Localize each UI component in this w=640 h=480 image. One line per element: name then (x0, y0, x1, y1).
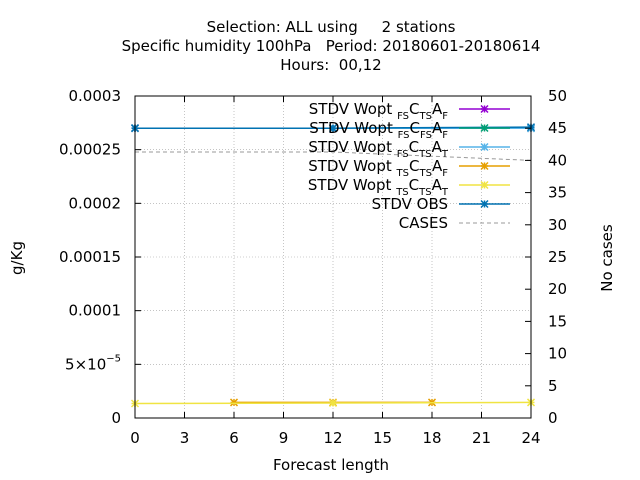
legend-label: STDV Wopt TSCTSAT (308, 176, 449, 198)
data-point (328, 398, 338, 408)
y-tick-label: 0.0003 (69, 87, 122, 105)
y-tick-label: 0.0001 (69, 302, 122, 320)
ticks: 0 3 6 9 12 15 18 21 24 0 5×10−5 0.0001 0.00015 0.0002… (59, 87, 567, 447)
legend-swatch-marker (480, 142, 489, 152)
legend-label: STDV OBS (372, 195, 448, 213)
y-tick-label: 0 (111, 409, 121, 427)
y2-tick-label: 45 (548, 119, 567, 137)
x-tick-label: 12 (323, 429, 342, 447)
legend-entry: STDV Wopt TSCTSAT (308, 176, 510, 198)
data-point (229, 398, 239, 407)
legend-swatch-marker (480, 104, 489, 114)
x-tick-label: 0 (130, 429, 140, 447)
y2-tick-label: 25 (548, 248, 567, 266)
titles: Selection: ALL using 2 stations Specific… (8, 18, 616, 474)
legend-entry: CASES (399, 214, 510, 232)
series-line (135, 151, 532, 161)
chart-title-line-3: Hours: 00,12 (280, 56, 381, 74)
legend-swatch-marker (480, 180, 489, 190)
legend-entry: STDV Wopt FSCFSAF (309, 119, 510, 141)
y-tick-label: 0.00025 (59, 141, 121, 159)
x-tick-label: 9 (279, 429, 289, 447)
y2-tick-label: 0 (548, 409, 558, 427)
legend-swatch-marker (480, 161, 489, 171)
y2-tick-label: 40 (548, 151, 567, 169)
legend-entry: STDV Wopt FSCTSAT (308, 138, 510, 160)
chart-title-line-1: Selection: ALL using 2 stations (207, 18, 456, 36)
y-tick-label: 0.0002 (69, 194, 122, 212)
y2-tick-label: 10 (548, 345, 567, 363)
x-tick-label: 18 (422, 429, 441, 447)
x-tick-label: 3 (180, 429, 190, 447)
series-4 (130, 398, 536, 408)
x-tick-label: 15 (373, 429, 392, 447)
legend-label: STDV Wopt FSCTSAF (309, 100, 448, 122)
legend-label: STDV Wopt FSCFSAF (309, 119, 448, 141)
legend-entry: STDV OBS (372, 195, 510, 213)
legend-label: CASES (399, 214, 448, 232)
legend-entry: STDV Wopt FSCTSAF (309, 100, 510, 122)
legend-swatch-marker (480, 199, 489, 209)
legend-swatch-marker (480, 123, 489, 133)
y2-tick-label: 50 (548, 87, 567, 105)
y2-tick-label: 5 (548, 377, 558, 395)
x-axis-title: Forecast length (273, 456, 389, 474)
data-point (328, 124, 338, 133)
legend-label: STDV Wopt FSCTSAT (308, 138, 448, 160)
x-tick-label: 24 (521, 429, 540, 447)
y-tick-label: 5×10−5 (65, 353, 121, 373)
series-6 (135, 151, 532, 161)
y2-tick-label: 30 (548, 216, 567, 234)
y2-tick-label: 35 (548, 184, 567, 202)
y2-axis-title: No cases (598, 224, 616, 292)
y-tick-label: 0.00015 (59, 248, 121, 266)
chart-title-line-2: Specific humidity 100hPa Period: 2018060… (122, 37, 541, 55)
y-axis-title: g/Kg (8, 241, 26, 275)
x-tick-label: 6 (229, 429, 239, 447)
legend-entry: STDV Wopt TSCTSAF (308, 157, 510, 179)
y2-tick-label: 20 (548, 280, 567, 298)
y2-tick-label: 15 (548, 312, 567, 330)
x-tick-label: 21 (472, 429, 491, 447)
legend-label: STDV Wopt TSCTSAF (308, 157, 448, 179)
